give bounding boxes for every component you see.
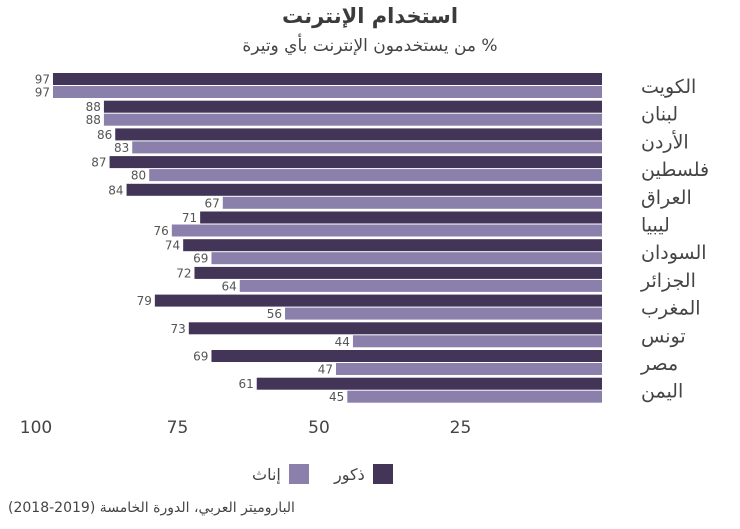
data-label-male-10: 69 <box>193 350 208 364</box>
category-label-6: السودان <box>641 242 707 264</box>
data-label-female-4: 67 <box>204 196 219 210</box>
legend-item-male: ذكور <box>334 462 393 486</box>
data-label-male-11: 61 <box>238 377 253 391</box>
bar-male-2 <box>115 128 603 141</box>
bar-female-9 <box>352 335 602 348</box>
data-label-female-2: 83 <box>114 141 129 155</box>
category-label-2: الأردن <box>641 130 689 153</box>
category-label-11: اليمن <box>641 381 683 403</box>
data-label-male-1: 88 <box>86 100 101 114</box>
category-label-3: فلسطين <box>641 159 709 181</box>
data-label-female-9: 44 <box>335 335 350 349</box>
legend-label-female: إناث <box>252 464 281 484</box>
data-label-female-6: 69 <box>193 252 208 266</box>
bar-male-8 <box>154 294 603 307</box>
bar-female-8 <box>285 307 602 320</box>
bar-male-0 <box>52 73 603 85</box>
x-tick-label-0: 100 <box>20 418 52 438</box>
bar-male-5 <box>200 211 602 224</box>
data-label-female-11: 45 <box>329 390 344 404</box>
category-label-4: العراق <box>641 187 692 209</box>
category-label-10: مصر <box>640 353 678 375</box>
x-tick-label-1: 75 <box>167 418 189 438</box>
data-label-male-4: 84 <box>108 183 123 197</box>
data-label-female-3: 80 <box>131 169 146 183</box>
legend-item-female: إناث <box>252 462 309 486</box>
bar-male-3 <box>109 156 602 169</box>
data-label-male-2: 86 <box>97 128 112 142</box>
data-label-female-1: 88 <box>86 113 101 127</box>
data-label-female-0: 97 <box>35 86 50 100</box>
bar-female-10 <box>335 363 602 375</box>
data-label-female-7: 64 <box>221 279 236 293</box>
bar-female-7 <box>239 279 602 292</box>
bar-male-4 <box>126 183 602 196</box>
source-note: الباروميتر العربي، الدورة الخامسة (2019-… <box>8 500 295 516</box>
bar-female-6 <box>211 252 602 265</box>
chart-title: استخدام الإنترنت <box>281 4 459 28</box>
bar-male-1 <box>103 100 603 113</box>
bar-female-5 <box>171 224 602 237</box>
category-label-9: تونس <box>641 325 686 347</box>
data-label-male-9: 73 <box>171 322 186 336</box>
bar-male-6 <box>183 239 602 252</box>
data-label-male-6: 74 <box>165 239 180 253</box>
x-tick-label-3: 25 <box>450 418 472 438</box>
data-label-female-5: 76 <box>154 224 169 238</box>
category-label-7: الجزائر <box>640 270 696 292</box>
bar-female-3 <box>149 169 602 182</box>
bar-female-1 <box>103 113 603 126</box>
data-label-male-5: 71 <box>182 211 197 225</box>
bar-male-7 <box>194 266 603 279</box>
category-label-8: المغرب <box>641 298 701 320</box>
category-label-0: الكويت <box>641 76 696 98</box>
legend-swatch-male <box>372 464 393 484</box>
bar-female-4 <box>222 196 602 209</box>
data-label-male-0: 97 <box>35 73 50 87</box>
bar-male-10 <box>211 350 602 362</box>
bar-female-11 <box>347 390 602 403</box>
category-label-5: ليبيا <box>641 215 670 237</box>
data-label-male-7: 72 <box>176 266 191 280</box>
data-label-female-8: 56 <box>267 307 282 321</box>
bar-male-9 <box>188 322 602 335</box>
data-label-male-8: 79 <box>137 294 152 308</box>
bar-male-11 <box>256 377 602 390</box>
data-label-female-10: 47 <box>318 363 333 377</box>
bar-female-0 <box>52 86 603 98</box>
x-tick-label-2: 50 <box>308 418 330 438</box>
legend: ذكور إناث <box>0 462 740 486</box>
data-label-male-3: 87 <box>91 156 106 170</box>
legend-swatch-female <box>288 464 309 484</box>
chart-subtitle: % من يستخدمون الإنترنت بأي وتيرة <box>242 36 498 56</box>
legend-label-male: ذكور <box>334 464 365 484</box>
bar-female-2 <box>132 141 602 154</box>
category-label-1: لبنان <box>641 104 678 126</box>
